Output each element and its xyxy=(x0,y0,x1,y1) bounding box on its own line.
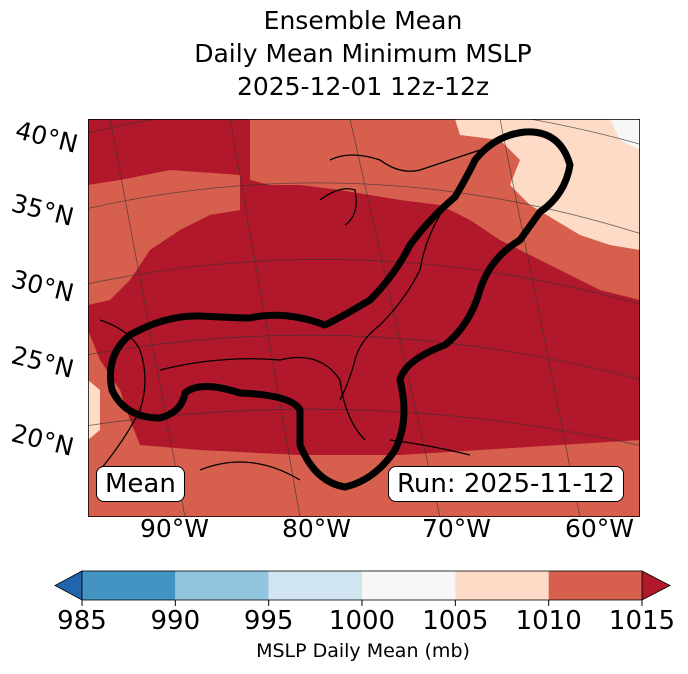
graticule xyxy=(88,119,640,517)
lon-label-60w: 60°W xyxy=(565,514,635,543)
colorbar-segment xyxy=(175,571,269,600)
mean-annotation: Mean xyxy=(96,466,185,502)
coastlines xyxy=(99,149,481,481)
colorbar-segment xyxy=(82,571,176,600)
colorbar-label: MSLP Daily Mean (mb) xyxy=(256,640,470,662)
colorbar-segment xyxy=(548,571,642,600)
title-line-1: Ensemble Mean xyxy=(263,6,463,35)
colorbar-segment xyxy=(362,571,456,600)
mslp-field-1005-sw xyxy=(88,380,100,440)
colorbar-under-arrow xyxy=(54,570,83,601)
title-line-2: Daily Mean Minimum MSLP xyxy=(194,39,532,68)
lon-label-80w: 80°W xyxy=(282,514,352,543)
lon-label-70w: 70°W xyxy=(422,514,492,543)
lon-label-90w: 90°W xyxy=(140,514,210,543)
title-line-3: 2025-12-01 12z-12z xyxy=(236,72,490,101)
colorbar-tick-label: 995 xyxy=(243,606,294,636)
map-panel xyxy=(88,119,640,517)
colorbar xyxy=(54,570,671,606)
colorbar-segment xyxy=(268,571,362,600)
colorbar-segment xyxy=(455,571,549,600)
colorbar-frame xyxy=(81,570,643,601)
colorbar-tick-label: 1010 xyxy=(515,606,582,636)
colorbar-tick-label: 990 xyxy=(150,606,201,636)
run-date-annotation: Run: 2025-11-12 xyxy=(388,466,624,502)
colorbar-tick-label: 1005 xyxy=(422,606,489,636)
colorbar-over-arrow xyxy=(641,570,671,601)
ensemble-contour-outline xyxy=(106,128,574,491)
colorbar-tick-label: 1000 xyxy=(328,606,396,636)
colorbar-tick-label: 1015 xyxy=(608,606,676,636)
colorbar-tick-label: 985 xyxy=(57,606,107,636)
mslp-field-1005 xyxy=(455,119,640,250)
